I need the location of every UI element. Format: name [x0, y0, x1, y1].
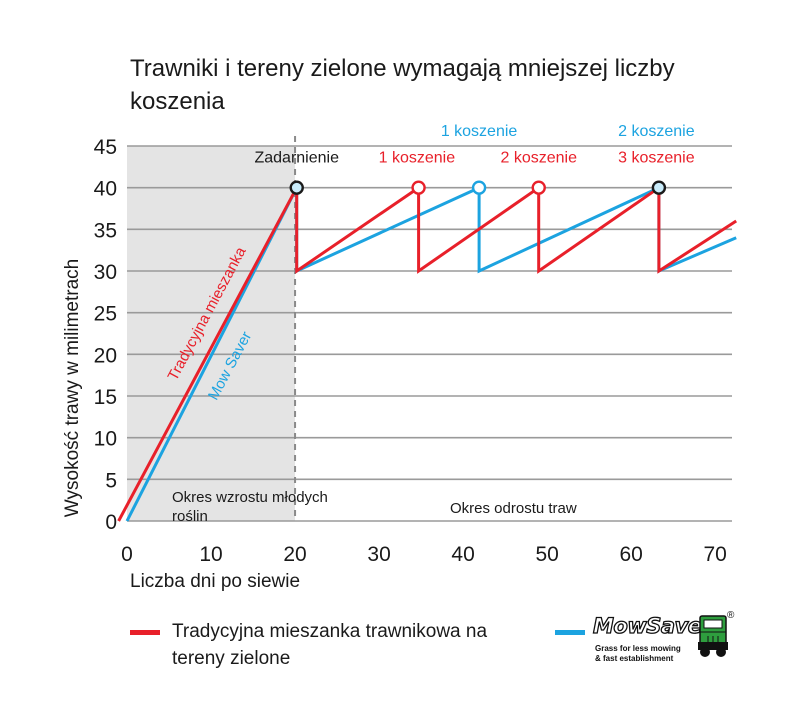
y-tick-label: 5 [105, 469, 117, 492]
x-tick-label: 40 [451, 543, 474, 566]
x-tick-label: 30 [367, 543, 390, 566]
y-tick-label: 25 [94, 303, 117, 326]
y-tick-label: 10 [94, 428, 117, 451]
y-axis-label: Wysokość trawy w milimetrach [62, 259, 83, 517]
y-tick-label: 45 [94, 136, 117, 159]
phase-label-establishment-line1: Okres wzrostu młodych [172, 489, 328, 506]
mowsaver-logo-text: MowSaver [592, 613, 712, 638]
y-tick-label: 40 [94, 178, 117, 201]
mowsaver-tagline-2: & fast establishment [595, 654, 674, 663]
x-tick-label: 50 [535, 543, 558, 566]
y-tick-label: 0 [105, 511, 117, 534]
y-tick-label: 15 [94, 386, 117, 409]
legend-mowsaver: MowSaver ® Grass for less mowing & fast … [555, 610, 755, 692]
annotation-label: 3 koszenie [618, 150, 695, 167]
phase-label-establishment-line2: roślin [172, 508, 208, 525]
cut-marker [651, 180, 667, 195]
mowsaver-tagline-1: Grass for less mowing [595, 644, 681, 653]
chart-title: Trawniki i tereny zielone wymagają mniej… [130, 55, 675, 115]
annotation-label: 1 koszenie [379, 150, 456, 167]
annotation-label: 1 koszenie [441, 123, 518, 140]
legend-traditional-swatch [130, 630, 160, 635]
x-tick-label: 10 [199, 543, 222, 566]
lawn-mower-icon [698, 615, 728, 657]
x-tick-label: 70 [704, 543, 727, 566]
registered-mark: ® [727, 610, 735, 621]
legend-mowsaver-swatch [555, 630, 585, 635]
x-axis-label: Liczba dni po siewie [130, 571, 300, 592]
y-tick-label: 30 [94, 261, 117, 284]
annotation-label: 2 koszenie [618, 123, 695, 140]
establishment-period-area [127, 146, 296, 521]
legend-traditional-label: Tradycyjna mieszanka trawnikowa na teren… [172, 621, 488, 669]
series-line [117, 184, 738, 522]
y-tick-label: 20 [94, 344, 117, 367]
x-tick-label: 60 [619, 543, 642, 566]
cut-marker [471, 180, 487, 195]
annotation-label: 2 koszenie [500, 150, 577, 167]
y-tick-label: 35 [94, 219, 117, 242]
x-tick-label: 0 [121, 543, 133, 566]
cut-marker [289, 180, 304, 195]
cut-marker [411, 180, 426, 195]
annotation-label: Zadarnienie [254, 150, 339, 167]
x-tick-label: 20 [283, 543, 306, 566]
cut-marker [531, 180, 546, 195]
phase-label-regrowth: Okres odrostu traw [450, 500, 577, 517]
